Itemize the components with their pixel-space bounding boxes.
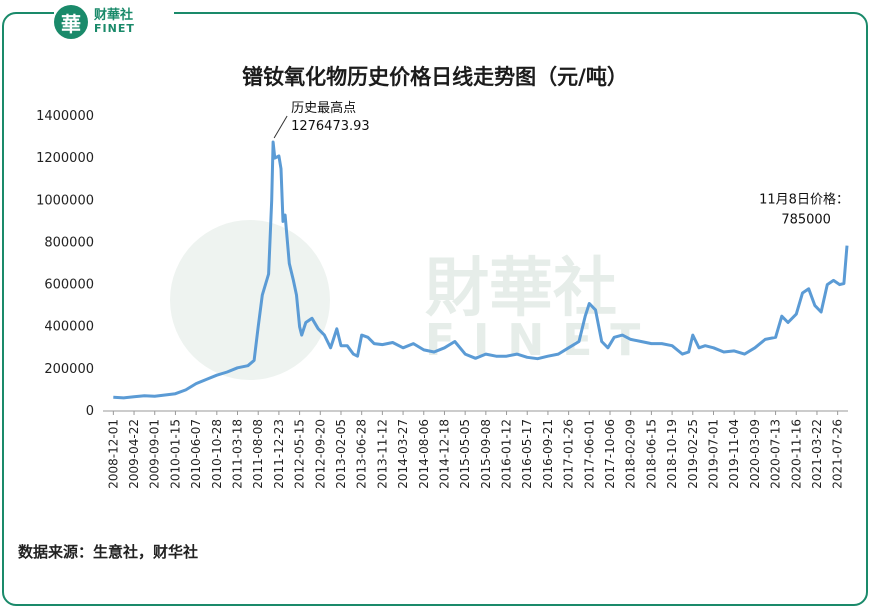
y-tick-label: 200000 (44, 362, 94, 377)
x-tick-label: 2017-06-01 (582, 419, 596, 489)
watermark-emblem-icon (170, 220, 330, 380)
x-tick-label: 2013-06-28 (355, 419, 369, 489)
x-tick-label: 2009-04-22 (127, 419, 141, 489)
logo-name-en: FINET (94, 22, 135, 36)
x-tick-label: 2019-11-04 (727, 419, 741, 489)
logo-name-cn: 财華社 (94, 8, 134, 24)
annotations: 历史最高点 1276473.93 11月8日价格： 785000 (273, 100, 849, 228)
y-tick-labels: 0 200000 400000 600000 800000 1000000 1200000 1… (36, 109, 94, 419)
x-tick-label: 2017-01-26 (562, 419, 576, 489)
peak-annotation-label: 历史最高点 (291, 100, 356, 116)
x-tick-label: 2020-03-09 (748, 419, 762, 489)
x-tick-label: 2016-09-21 (541, 419, 555, 489)
x-tick-label: 2020-11-16 (789, 419, 803, 489)
chart-title: 镨钕氧化物历史价格日线走势图（元/吨） (242, 65, 628, 89)
peak-annotation-value: 1276473.93 (291, 119, 370, 134)
x-tick-labels: 2008-12-01 2009-04-22 2009-09-01 2010-01-15… (106, 411, 845, 489)
chart-frame (2, 12, 868, 606)
x-tick-label: 2015-05-05 (458, 419, 472, 489)
latest-price-label: 11月8日价格： (759, 192, 849, 208)
x-tick-label: 2015-09-08 (479, 419, 493, 489)
series-layer (113, 140, 849, 400)
x-tick-label: 2010-01-15 (168, 419, 182, 489)
latest-price-value: 785000 (781, 213, 831, 228)
logo-emblem-icon: 華 (54, 5, 88, 39)
x-tick-label: 2016-01-12 (500, 419, 514, 489)
x-tick-label: 2012-09-20 (313, 419, 327, 489)
x-tick-label: 2011-03-18 (231, 419, 245, 489)
price-series-line (113, 140, 849, 400)
x-tick-label: 2021-03-22 (810, 419, 824, 489)
y-tick-label: 400000 (44, 320, 94, 335)
x-tick-label: 2009-09-01 (148, 419, 162, 489)
x-tick-label: 2014-12-18 (437, 419, 451, 489)
x-tick-label: 2008-12-01 (106, 419, 120, 489)
x-tick-label: 2018-06-15 (644, 419, 658, 489)
x-tick-label: 2018-02-09 (624, 419, 638, 489)
x-tick-label: 2010-10-28 (210, 419, 224, 489)
x-tick-label: 2011-08-08 (251, 419, 265, 489)
x-tick-label: 2014-08-06 (417, 419, 431, 489)
x-tick-label: 2011-12-23 (272, 419, 286, 489)
x-tick-label: 2019-02-25 (686, 419, 700, 489)
x-tick-label: 2014-03-27 (396, 419, 410, 489)
x-tick-label: 2016-05-17 (520, 419, 534, 489)
x-tick-label: 2013-02-05 (334, 419, 348, 489)
x-tick-label: 2010-06-07 (189, 419, 203, 489)
y-tick-label: 800000 (44, 235, 94, 250)
brand-logo: 華 财華社 FINET (54, 2, 174, 42)
x-tick-label: 2013-11-12 (375, 419, 389, 489)
peak-leader-line (273, 115, 288, 139)
x-tick-label: 2021-07-26 (831, 419, 845, 489)
x-tick-label: 2017-10-06 (603, 419, 617, 489)
y-tick-label: 1400000 (36, 109, 94, 124)
x-tick-label: 2018-10-19 (665, 419, 679, 489)
data-source-note: 数据来源：生意社，财华社 (18, 543, 199, 561)
x-tick-label: 2020-07-13 (769, 419, 783, 489)
y-tick-label: 600000 (44, 278, 94, 293)
logo-text: 财華社 FINET (94, 9, 135, 34)
x-tick-label: 2019-07-01 (706, 419, 720, 489)
x-tick-label: 2012-05-15 (293, 419, 307, 489)
y-tick-label: 1200000 (36, 151, 94, 166)
y-tick-label: 1000000 (36, 193, 94, 208)
watermark: 財華社 FINET (170, 220, 640, 380)
y-tick-label: 0 (86, 404, 94, 419)
